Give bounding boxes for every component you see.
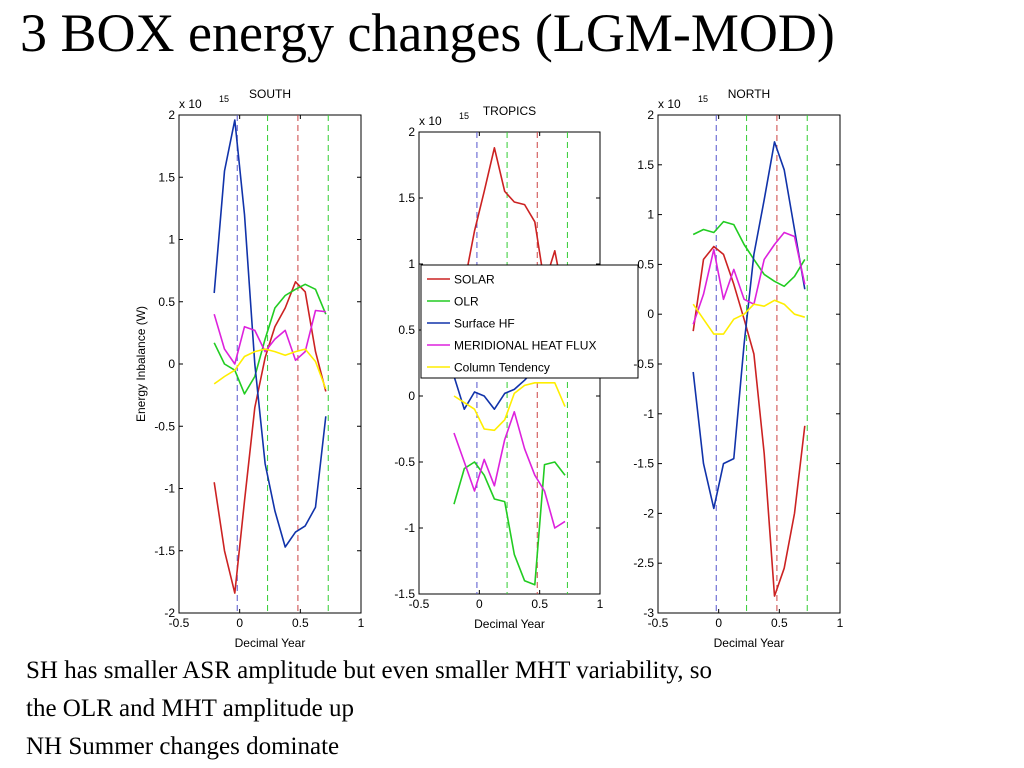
- slide-title: 3 BOX energy changes (LGM-MOD): [20, 3, 835, 63]
- series-line-meridional-heat-flux: [453, 410, 566, 529]
- y-tick-label: -2.5: [633, 556, 654, 570]
- y-tick-label: -0.5: [394, 455, 415, 469]
- x-tick-label: 1: [837, 616, 844, 630]
- series-line-surface-hf: [213, 119, 327, 548]
- x-tick-label: -0.5: [169, 616, 190, 630]
- y-tick-label: -0.5: [154, 419, 175, 433]
- y-tick-label: 0: [168, 357, 175, 371]
- y-tick-label: 2: [647, 108, 654, 122]
- y-tick-label: -3: [643, 606, 654, 620]
- caption-line-2: the OLR and MHT amplitude up: [26, 695, 354, 722]
- series-line-column-tendency: [213, 348, 327, 390]
- chart-title: SOUTH: [249, 87, 291, 101]
- x-tick-label: 0.5: [292, 616, 309, 630]
- y-tick-label: -1.5: [394, 587, 415, 601]
- exponent-power: 15: [219, 94, 229, 104]
- series-line-meridional-heat-flux: [213, 309, 326, 365]
- caption: SH has smaller ASR amplitude but even sm…: [26, 652, 712, 766]
- chart-south: -2 -1.5 -1 -0.5 0 0.5 1 1.5 2 -0.5 0 0.5 1 SOUTH x 10 1…: [134, 87, 365, 650]
- x-axis-label: Decimal Year: [235, 636, 306, 650]
- y-tick-label: 0: [647, 307, 654, 321]
- exponent-label: x 10: [419, 114, 442, 128]
- y-tick-label: 2: [408, 125, 415, 139]
- y-tick-label: 1: [647, 208, 654, 222]
- plot-area: [178, 114, 362, 614]
- chart-north: -3 -2.5 -2 -1.5 -1 -0.5 0 0.5 1 1.5 2 -0.5 0 0.5 1 NORT…: [633, 87, 843, 650]
- x-axis-label: Decimal Year: [474, 617, 545, 631]
- y-tick-label: 2: [168, 108, 175, 122]
- y-axis-label: Energy Inbalance (W): [134, 306, 148, 422]
- x-tick-label: 0: [236, 616, 243, 630]
- y-tick-label: -2: [164, 606, 175, 620]
- x-tick-label: 0.5: [771, 616, 788, 630]
- y-tick-label: -2: [643, 506, 654, 520]
- series-line-olr: [213, 283, 327, 395]
- legend-entry-label: MERIDIONAL HEAT FLUX: [454, 339, 596, 353]
- y-tick-label: 0.5: [398, 323, 415, 337]
- x-tick-label: 0.5: [531, 597, 548, 611]
- exponent-label: x 10: [179, 97, 202, 111]
- x-axis-label: Decimal Year: [714, 636, 785, 650]
- y-tick-label: 1: [408, 257, 415, 271]
- series-line-olr: [453, 461, 566, 586]
- series-line-meridional-heat-flux: [692, 231, 806, 325]
- legend-entry-label: Surface HF: [454, 317, 515, 331]
- exponent-label: x 10: [658, 97, 681, 111]
- x-tick-label: -0.5: [409, 597, 430, 611]
- legend-box: [420, 264, 639, 379]
- y-tick-label: -1: [164, 482, 175, 496]
- x-tick-label: 0: [476, 597, 483, 611]
- y-tick-label: 1.5: [398, 191, 415, 205]
- y-tick-label: 0.5: [158, 295, 175, 309]
- x-tick-label: 1: [597, 597, 604, 611]
- x-tick-label: 0: [715, 616, 722, 630]
- caption-line-3: NH Summer changes dominate: [26, 733, 340, 760]
- y-tick-label: -1.5: [154, 544, 175, 558]
- y-tick-label: 1: [168, 233, 175, 247]
- series-line-solar: [692, 245, 806, 597]
- y-tick-label: 1.5: [158, 170, 175, 184]
- series-line-solar: [213, 280, 327, 594]
- chart-title: TROPICS: [483, 104, 536, 118]
- legend-entry-label: Column Tendency: [454, 361, 550, 375]
- series-line-column-tendency: [453, 381, 566, 432]
- chart-tropics: -1.5 -1 -0.5 0 0.5 1 1.5 2 -0.5 0 0.5 1 TROPICS x 10 1…: [394, 104, 639, 631]
- y-tick-label: -0.5: [633, 357, 654, 371]
- series-line-surface-hf: [692, 141, 806, 510]
- series-line-column-tendency: [692, 299, 806, 335]
- exponent-power: 15: [698, 94, 708, 104]
- legend-entry-label: OLR: [454, 295, 479, 309]
- x-tick-label: 1: [358, 616, 365, 630]
- legend: SOLAR OLR Surface HF MERIDIONAL HEAT FLUX Co…: [420, 264, 639, 379]
- y-tick-label: 0.5: [637, 257, 654, 271]
- legend-entry-label: SOLAR: [454, 273, 495, 287]
- caption-line-1: SH has smaller ASR amplitude but even sm…: [26, 657, 713, 684]
- x-tick-label: -0.5: [648, 616, 669, 630]
- chart-title: NORTH: [728, 87, 770, 101]
- y-tick-label: -1: [643, 407, 654, 421]
- y-tick-label: 0: [408, 389, 415, 403]
- y-tick-label: 1.5: [637, 158, 654, 172]
- y-tick-label: -1.5: [633, 457, 654, 471]
- plot-area: [657, 114, 841, 614]
- series-line-olr: [692, 220, 806, 288]
- exponent-power: 15: [459, 111, 469, 121]
- y-tick-label: -1: [404, 521, 415, 535]
